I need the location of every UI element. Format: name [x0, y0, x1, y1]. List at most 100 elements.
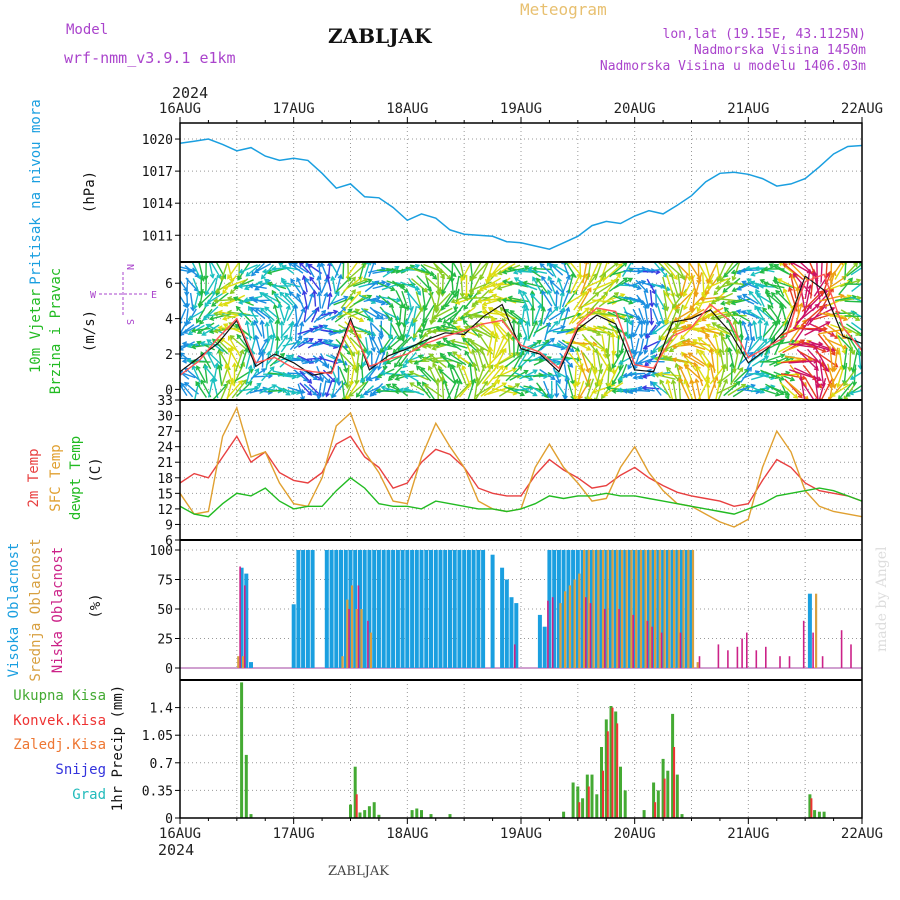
wind-arrow-head	[254, 307, 260, 313]
wind-arrow	[606, 318, 621, 339]
wind-arrow	[849, 389, 862, 395]
wind-arrow-head	[440, 355, 447, 361]
wind-arrow	[312, 325, 328, 333]
wind-arrow	[320, 278, 329, 294]
wind-arrow	[851, 282, 862, 292]
cloud-unit: (%)	[88, 593, 104, 618]
wind-arrow-head	[378, 334, 384, 340]
wind-arrow-head	[701, 292, 707, 298]
cloud-bar-1	[620, 550, 624, 668]
wind-arrow	[283, 305, 290, 324]
wind-arrow	[311, 339, 328, 347]
wind-arrow-head	[655, 269, 661, 275]
wind-arrow-head	[195, 380, 201, 387]
wind-arrow-head	[325, 392, 330, 398]
wind-arrow-head	[829, 383, 835, 389]
wind-arrow	[401, 290, 409, 310]
precip-bar-0	[614, 711, 618, 818]
wind-arrow-head	[779, 301, 785, 307]
wind-arrow	[532, 277, 543, 295]
wind-arrow	[741, 388, 760, 393]
wind-arrow-head	[522, 335, 528, 341]
precip-bar-1	[606, 731, 609, 818]
wind-arrow-head	[575, 381, 581, 387]
cloud-bar-0	[547, 550, 552, 668]
wind-arrow-head	[416, 290, 422, 296]
wind-arrow-head	[501, 347, 507, 353]
wind-arrow-head	[851, 381, 858, 387]
wind-arrow	[858, 348, 862, 369]
wind-arrow-head	[637, 385, 643, 392]
wind-arrow	[264, 306, 280, 320]
wind-arrow	[180, 383, 188, 396]
wind-arrow	[450, 304, 465, 323]
cloud-bar-0	[395, 550, 400, 668]
precip-bar-0	[240, 682, 244, 818]
precip-bar-0	[349, 804, 352, 818]
wind-arrow-head	[292, 262, 298, 268]
wind-arrow	[508, 281, 529, 288]
wind-arrow	[813, 271, 821, 300]
wind-arrow-head	[720, 276, 725, 283]
wind-arrow	[755, 289, 765, 308]
wind-arrow-head	[394, 265, 400, 271]
precip-bar-0	[600, 747, 603, 818]
wind-arrow	[339, 351, 348, 373]
wind-arrow-head	[354, 308, 361, 314]
wind-arrow	[476, 348, 485, 372]
wind-arrow-head	[259, 307, 265, 313]
wind-arrow-head	[530, 305, 536, 311]
wind-arrow-head	[196, 340, 202, 346]
wind-arrow-head	[736, 285, 742, 291]
wind-arrow	[358, 262, 366, 280]
cloud-bar-0	[324, 550, 329, 668]
wind-arrow-head	[186, 343, 192, 349]
wind-arrow-head	[671, 357, 677, 363]
precip-bar-0	[595, 794, 599, 818]
wind-arrow	[380, 336, 392, 353]
cloud-axis-title-low: Niska Oblacnost	[50, 547, 66, 673]
wind-arrow-head	[395, 297, 402, 303]
wind-arrow	[672, 358, 697, 365]
wind-arrow-head	[225, 378, 231, 385]
wind-arrow	[347, 278, 368, 288]
wind-arrow-head	[456, 378, 462, 385]
wind-arrow-head	[741, 310, 747, 316]
wind-arrow	[835, 332, 846, 354]
wind-arrow-head	[224, 363, 230, 369]
cloud-bar-0	[642, 550, 647, 668]
cloud-bar-0	[504, 579, 509, 668]
wind-arrow	[630, 336, 635, 354]
wind-arrow-head	[795, 286, 801, 292]
wind-arrow-head	[239, 348, 245, 355]
cloud-bar-2	[618, 609, 620, 668]
wind-arrow	[192, 327, 211, 332]
wind-arrow-head	[431, 345, 437, 351]
precip-bar-0	[410, 810, 414, 818]
y-tick-label: 18	[157, 472, 173, 487]
wind-arrow	[658, 335, 673, 352]
wind-arrow-head	[382, 365, 388, 372]
wind-arrow	[672, 288, 688, 309]
wind-arrow-head	[645, 333, 651, 339]
wind-arrow-head	[391, 383, 397, 389]
wind-arrow-head	[208, 328, 215, 334]
wind-arrow-head	[830, 392, 836, 397]
wind-arrow	[678, 365, 690, 388]
wind-arrow-head	[274, 335, 281, 342]
cloud-bar-0	[448, 550, 452, 668]
wind-arrow-head	[328, 329, 334, 335]
wind-arrow-head	[658, 335, 664, 341]
wind-speed-line	[179, 275, 863, 376]
wind-arrow-head	[704, 313, 711, 319]
wind-arrow-head	[686, 324, 692, 329]
precip-bar-1	[810, 798, 813, 818]
cloud-bar-2	[646, 620, 649, 668]
wind-arrow	[598, 363, 610, 386]
precip-bar-1	[355, 794, 358, 818]
wind-arrow-head	[779, 375, 786, 381]
wind-arrow-head	[685, 339, 691, 345]
cloud-bar-2	[604, 609, 606, 668]
wind-arrow-head	[354, 379, 360, 386]
y-tick-label: 1014	[142, 197, 173, 212]
